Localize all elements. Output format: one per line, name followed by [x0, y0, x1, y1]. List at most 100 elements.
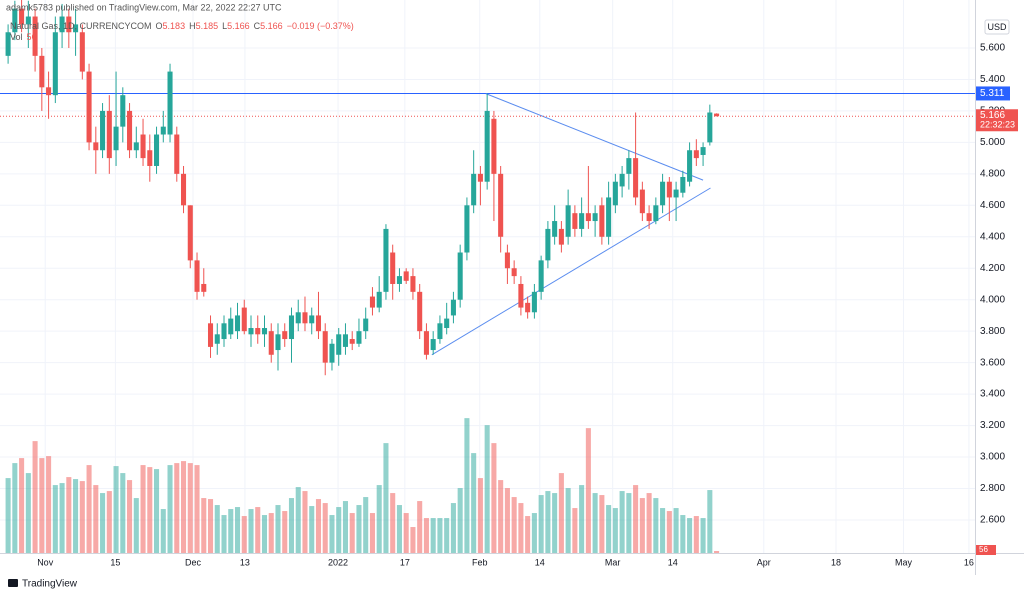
candle-body: [572, 213, 578, 229]
volume-bar: [255, 507, 261, 553]
candle-body: [444, 318, 450, 329]
legend-label: H: [189, 21, 196, 31]
candle-body: [531, 291, 537, 313]
volume-bar: [579, 485, 585, 553]
volume-bar: [707, 490, 713, 553]
candle-body: [680, 176, 686, 193]
volume-bar: [214, 505, 220, 553]
candle-body: [187, 205, 193, 261]
candle-body: [430, 339, 436, 351]
x-tick-label: 17: [400, 557, 410, 567]
x-tick-label: 13: [240, 557, 250, 567]
candle-body: [106, 110, 112, 159]
candle-body: [376, 291, 382, 308]
candle-body: [288, 315, 295, 340]
volume-bar: [248, 509, 254, 553]
candle-body: [255, 328, 261, 335]
x-tick-label: Mar: [605, 557, 621, 567]
volume-bar: [133, 498, 139, 553]
candle-body: [302, 312, 308, 324]
volume-bar: [403, 513, 409, 553]
volume-bar: [356, 505, 362, 553]
volume-bar: [39, 458, 45, 553]
x-tick-label: 14: [668, 557, 678, 567]
candle-body: [700, 147, 706, 155]
volume-bar: [687, 518, 693, 553]
volume-bar: [113, 466, 119, 553]
candle-body: [86, 71, 92, 143]
volume-bar: [666, 511, 672, 553]
volume-bar: [525, 516, 531, 553]
x-tick-label: Nov: [37, 557, 54, 567]
currency-box[interactable]: [984, 19, 1010, 35]
candle-body: [714, 113, 720, 117]
candle-body: [25, 16, 31, 25]
candle-body: [592, 213, 598, 222]
volume-bar: [79, 481, 85, 553]
volume-bar: [66, 477, 72, 553]
volume-bar: [32, 441, 38, 553]
y-tick-label: 5.400: [980, 74, 1005, 85]
volume-bar: [437, 518, 443, 553]
y-tick-label: 2.800: [980, 483, 1005, 494]
candle-body: [538, 260, 544, 292]
volume-bar: [336, 507, 342, 553]
volume-bar: [288, 498, 295, 553]
candle-body: [579, 213, 585, 229]
volume-label: Vol: [10, 32, 23, 42]
volume-bar: [491, 443, 497, 553]
candle-body: [221, 323, 227, 340]
legend-high: 5.185: [196, 21, 219, 31]
volume-bar: [383, 443, 389, 553]
volume-bar: [154, 469, 160, 553]
volume-bar: [241, 516, 247, 553]
volume-bar: [518, 503, 524, 553]
x-tick-label: 14: [535, 557, 545, 567]
volume-value: 56: [27, 32, 37, 42]
volume-bar: [504, 488, 510, 553]
volume-bar: [369, 513, 375, 553]
volume-bar: [140, 465, 146, 553]
volume-bar: [234, 507, 241, 553]
candle-body: [207, 323, 214, 347]
candle-body: [484, 110, 490, 182]
volume-bar: [25, 473, 31, 553]
candle-body: [268, 331, 274, 355]
brand: TradingView: [22, 579, 78, 590]
candle-body: [464, 205, 470, 253]
candle-body: [626, 158, 632, 174]
candle-body: [646, 213, 652, 222]
y-tick-label: 4.800: [980, 168, 1005, 179]
candle-body: [228, 318, 234, 335]
candle-body: [423, 331, 429, 355]
volume-bar: [565, 488, 571, 553]
volume-layer: [5, 418, 720, 553]
candle-body: [73, 24, 79, 33]
candle-body: [154, 134, 160, 166]
y-tick-label: 4.600: [980, 200, 1005, 211]
price-tag-label: 5.311: [980, 88, 1005, 99]
y-tick-label: 5.600: [980, 43, 1005, 54]
y-tick-label: 4.000: [980, 294, 1005, 305]
candle-body: [214, 334, 220, 344]
legend-open: 5.183: [163, 21, 186, 31]
candle-body: [46, 87, 52, 96]
volume-bar: [552, 493, 558, 553]
candle-body: [396, 276, 402, 284]
candle-body: [498, 173, 504, 237]
volume-bar: [194, 465, 200, 553]
candle-body: [653, 205, 659, 222]
volume-bar: [599, 495, 605, 553]
volume-bar: [302, 491, 308, 553]
volume-bar: [147, 467, 153, 553]
volume-bar: [52, 485, 58, 553]
candle-body: [322, 331, 328, 363]
volume-bar: [174, 463, 180, 553]
volume-bar: [498, 480, 504, 553]
x-tick-label: May: [895, 557, 913, 567]
volume-bar: [349, 513, 355, 553]
countdown: 22:32:23: [980, 120, 1015, 130]
volume-bar: [19, 458, 25, 553]
candle-body: [140, 134, 146, 159]
candle-body: [349, 339, 355, 344]
